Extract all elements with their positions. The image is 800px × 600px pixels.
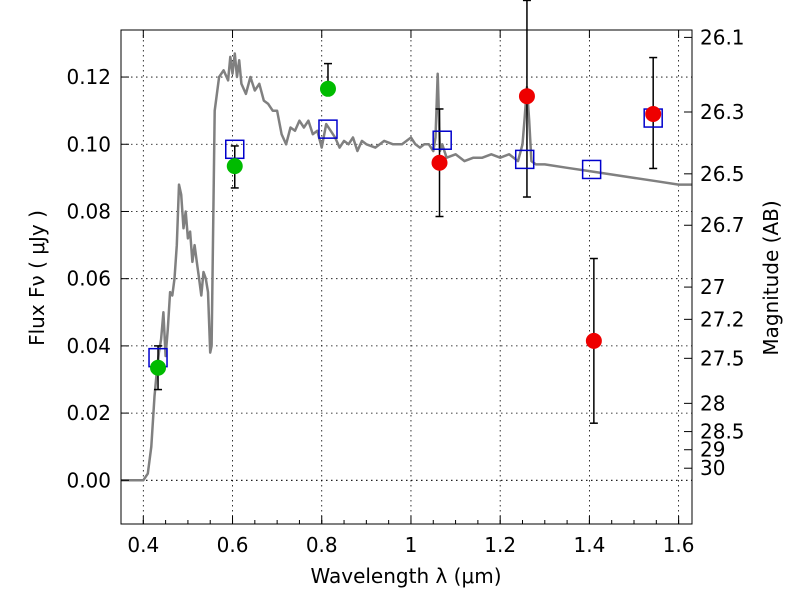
mag-tick-label: 26.7 <box>700 213 745 237</box>
tick-labels: 0.4 0.6 0.8 1 1.2 1.4 1.6 0.00 0.02 0.04 0.06 0.08 0… <box>66 25 744 557</box>
x-tick-label: 1.2 <box>484 533 516 557</box>
y-tick-label: 0.12 <box>66 65 111 89</box>
model-photometry-square <box>581 159 602 180</box>
x-tick-label: 1.6 <box>663 533 695 557</box>
axis-ticks <box>121 30 692 524</box>
mag-tick-label: 26.3 <box>700 100 745 124</box>
x-tick-label: 0.6 <box>217 533 249 557</box>
model-photometry-square <box>514 149 535 170</box>
mag-tick-label: 27.2 <box>700 307 745 331</box>
y-tick-label: 0.10 <box>66 132 111 156</box>
mag-tick-label: 30 <box>700 456 725 480</box>
model-photometry-square <box>432 130 452 150</box>
x-tick-label: 1 <box>405 533 418 557</box>
green-data-point <box>150 359 167 376</box>
red-data-point <box>585 332 602 349</box>
magnitude-axis-title: Magnitude (AB) <box>759 200 783 355</box>
mag-tick-label: 27 <box>700 275 725 299</box>
x-tick-label: 0.4 <box>127 533 159 557</box>
plot-frame <box>120 29 693 525</box>
red-data-point <box>518 88 535 105</box>
green-data-point <box>226 158 243 175</box>
x-axis-title: Wavelength λ (μm) <box>310 564 501 588</box>
mag-tick-label: 28.5 <box>700 420 745 444</box>
model-spectrum-line <box>121 52 692 482</box>
mag-tick-label: 29 <box>700 438 725 462</box>
grid-lines <box>121 30 692 524</box>
mag-tick-label: 28 <box>700 391 725 415</box>
y-tick-label: 0.06 <box>66 267 111 291</box>
mag-tick-label: 26.5 <box>700 162 745 186</box>
model-photometry-square <box>318 119 338 139</box>
mag-tick-label: 27.5 <box>700 346 745 370</box>
red-data-point <box>645 106 662 123</box>
y-tick-label: 0.08 <box>66 199 111 223</box>
model-spectrum <box>121 52 692 482</box>
green-data-point <box>319 80 336 97</box>
model-photometry-squares <box>148 108 663 368</box>
y-axis-title: Flux Fν ( μJy ) <box>25 210 49 346</box>
y-tick-label: 0.02 <box>66 401 111 425</box>
x-tick-label: 0.8 <box>306 533 338 557</box>
x-tick-label: 1.4 <box>573 533 605 557</box>
red-data-point <box>431 154 448 171</box>
y-tick-label: 0.00 <box>66 468 111 492</box>
observed-points <box>150 80 662 376</box>
y-tick-label: 0.04 <box>66 334 111 358</box>
mag-tick-label: 26.1 <box>700 25 745 49</box>
